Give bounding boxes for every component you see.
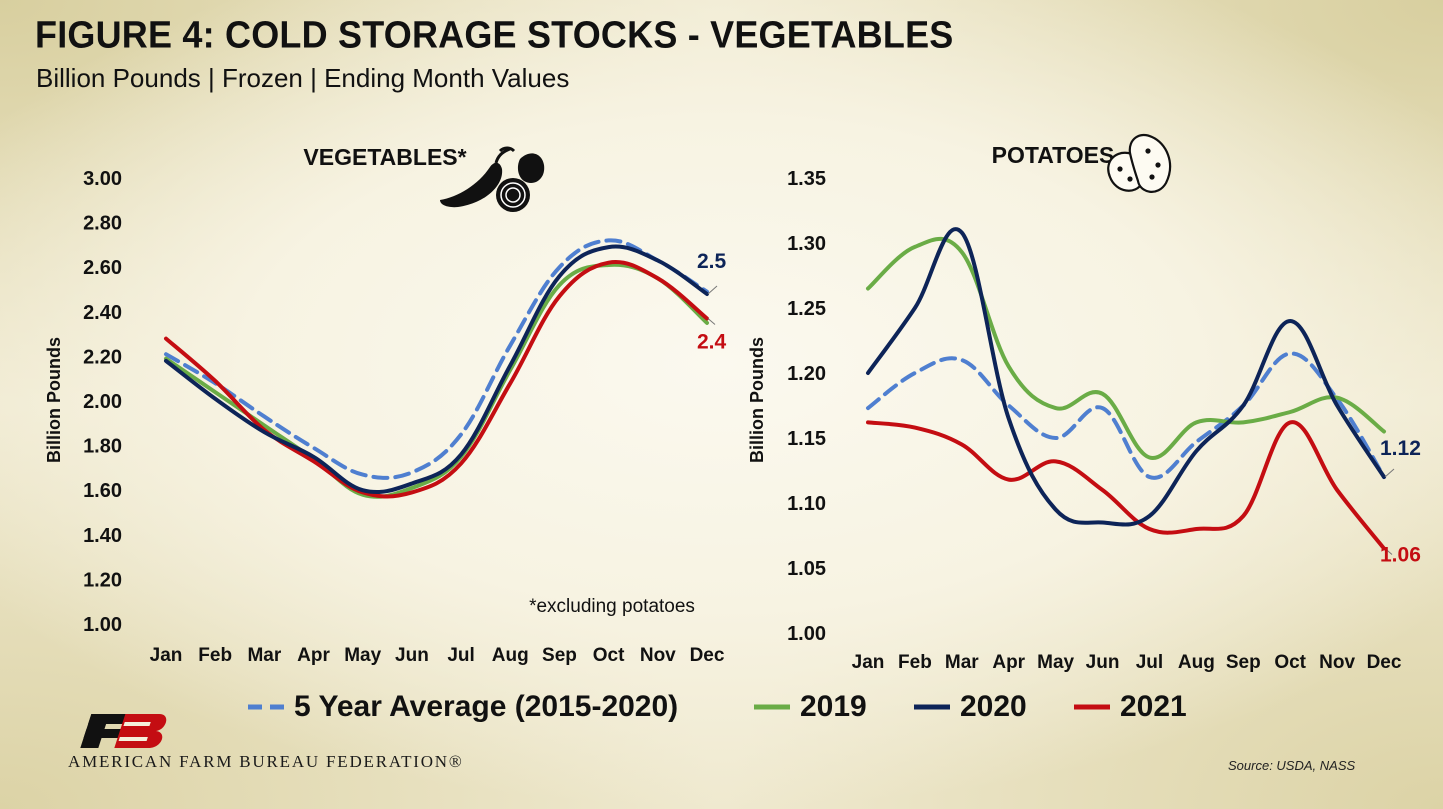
series-line-2020 xyxy=(164,244,709,495)
x-tick-label-aug: Aug xyxy=(492,645,529,666)
series-line-2021 xyxy=(866,420,1386,551)
legend-swatch-2020 xyxy=(914,704,950,710)
legend-swatch-2019 xyxy=(754,704,790,710)
legend-swatch-5yr-average xyxy=(248,704,284,710)
legend: 5 Year Average (2015-2020) 2019 2020 202… xyxy=(0,690,1443,730)
legend-label-5yr-average: 5 Year Average (2015-2020) xyxy=(294,690,679,723)
series-line-2021 xyxy=(164,260,709,499)
y-tick-label: 1.15 xyxy=(787,428,826,450)
x-tick-label-nov: Nov xyxy=(1319,652,1355,673)
potatoes-chart: POTATOES Billion Pounds 1.00 1.05 1.10 1.15 1.… xyxy=(747,142,1421,673)
figure-subtitle: Billion Pounds | Frozen | Ending Month V… xyxy=(36,63,570,93)
y-tick-label: 1.00 xyxy=(787,623,826,645)
y-tick-label: 1.60 xyxy=(83,480,122,502)
y-tick-label: 1.00 xyxy=(83,614,122,636)
x-tick-label-mar: Mar xyxy=(247,645,281,666)
y-axis-label: Billion Pounds xyxy=(44,337,64,463)
x-tick-label-dec: Dec xyxy=(690,645,725,666)
x-tick-label-nov: Nov xyxy=(640,645,676,666)
y-tick-label: 1.20 xyxy=(83,569,122,591)
end-label-2021: 2.4 xyxy=(697,330,727,353)
chart-title: POTATOES xyxy=(992,142,1115,168)
x-tick-label-mar: Mar xyxy=(945,652,979,673)
series-line-2019 xyxy=(164,262,709,499)
y-tick-label: 2.00 xyxy=(83,391,122,413)
series-line-2019 xyxy=(866,236,1386,460)
x-tick-label-feb: Feb xyxy=(198,645,232,666)
x-tick-label-jul: Jul xyxy=(447,645,474,666)
y-tick-label: 1.05 xyxy=(787,558,826,580)
legend-item-2021: 2021 xyxy=(1072,690,1187,724)
potatoes-icon xyxy=(1107,133,1172,193)
y-tick-label: 1.35 xyxy=(787,168,826,190)
end-label-2020: 2.5 xyxy=(697,250,727,273)
organization-name: AMERICAN FARM BUREAU FEDERATION® xyxy=(68,752,464,771)
legend-label-2021: 2021 xyxy=(1120,690,1187,723)
y-tick-label: 1.10 xyxy=(787,493,826,515)
source-note: Source: USDA, NASS xyxy=(1228,758,1356,773)
y-tick-label: 2.80 xyxy=(83,213,122,235)
end-label-leader-2021 xyxy=(1384,548,1393,555)
x-tick-label-aug: Aug xyxy=(1178,652,1215,673)
legend-label-2019: 2019 xyxy=(800,690,867,723)
y-tick-label: 1.20 xyxy=(787,363,826,385)
y-tick-label: 1.25 xyxy=(787,298,826,320)
x-tick-label-may: May xyxy=(344,645,381,666)
vegetables-icon xyxy=(440,146,545,212)
y-tick-label: 1.30 xyxy=(787,233,826,255)
afbf-logo xyxy=(80,714,167,748)
y-tick-label: 1.40 xyxy=(83,525,122,547)
x-tick-label-feb: Feb xyxy=(898,652,932,673)
end-label-leader-2020 xyxy=(1384,468,1395,478)
y-tick-label: 2.60 xyxy=(83,257,122,279)
x-tick-label-jan: Jan xyxy=(150,645,183,666)
x-tick-label-oct: Oct xyxy=(1274,652,1306,673)
y-tick-label: 1.80 xyxy=(83,436,122,458)
x-tick-label-jun: Jun xyxy=(395,645,429,666)
series-line-5yr-average xyxy=(164,238,709,480)
legend-item-2019: 2019 xyxy=(752,690,867,724)
legend-item-2020: 2020 xyxy=(912,690,1027,724)
legend-label-2020: 2020 xyxy=(960,690,1027,723)
y-tick-label: 2.40 xyxy=(83,302,122,324)
chart-title: VEGETABLES* xyxy=(303,144,466,170)
figure-title: FIGURE 4: COLD STORAGE STOCKS - VEGETABL… xyxy=(35,12,954,56)
x-tick-label-may: May xyxy=(1037,652,1074,673)
x-tick-label-jul: Jul xyxy=(1136,652,1163,673)
x-tick-label-apr: Apr xyxy=(992,652,1025,673)
x-tick-label-sep: Sep xyxy=(542,645,577,666)
end-label-leader-2020 xyxy=(707,285,718,295)
legend-swatch-2021 xyxy=(1074,704,1110,710)
x-tick-label-oct: Oct xyxy=(593,645,625,666)
legend-item-5yr-average: 5 Year Average (2015-2020) xyxy=(246,690,678,724)
series-line-5yr-average xyxy=(866,351,1386,480)
end-label-2021: 1.06 xyxy=(1380,544,1421,567)
end-label-2020: 1.12 xyxy=(1380,437,1421,460)
end-label-leader-2021 xyxy=(707,318,716,325)
y-tick-label: 3.00 xyxy=(83,168,122,190)
x-tick-label-apr: Apr xyxy=(297,645,330,666)
x-tick-label-sep: Sep xyxy=(1226,652,1261,673)
x-tick-label-jan: Jan xyxy=(852,652,885,673)
x-tick-label-jun: Jun xyxy=(1086,652,1120,673)
x-tick-label-dec: Dec xyxy=(1367,652,1402,673)
vegetables-chart: VEGETABLES* Billion Pounds 1.00 1.20 1.40 1.6… xyxy=(44,144,727,666)
y-tick-label: 2.20 xyxy=(83,346,122,368)
chart-note: *excluding potatoes xyxy=(529,596,695,617)
series-line-2020 xyxy=(866,227,1386,527)
y-axis-label: Billion Pounds xyxy=(747,337,767,463)
